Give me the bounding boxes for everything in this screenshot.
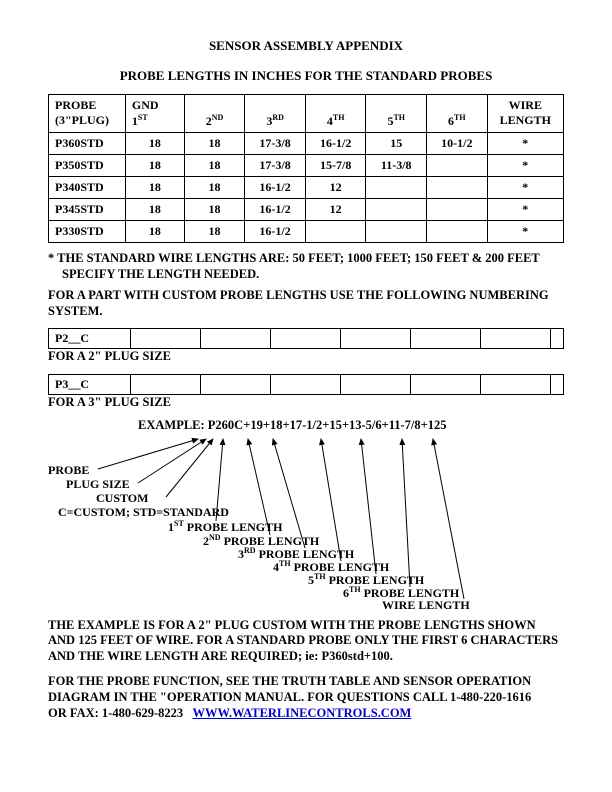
table-cell: * bbox=[487, 133, 563, 155]
table-cell: 18 bbox=[125, 133, 184, 155]
table-cell: 16-1/2 bbox=[305, 133, 366, 155]
table-cell: P350STD bbox=[49, 155, 126, 177]
th-2: 2ND bbox=[206, 114, 224, 128]
label-plugsize: PLUG SIZE bbox=[66, 477, 130, 492]
page-title: SENSOR ASSEMBLY APPENDIX bbox=[48, 38, 564, 54]
th-wire2: LENGTH bbox=[500, 113, 551, 127]
table-cell bbox=[305, 221, 366, 243]
th-wire1: WIRE bbox=[509, 98, 542, 112]
table-cell: 10-1/2 bbox=[427, 133, 488, 155]
probe-table: PROBE(3"PLUG) GND 1ST 2ND 3RD 4TH 5TH 6TH… bbox=[48, 94, 564, 243]
table-cell: 18 bbox=[184, 221, 245, 243]
table-cell: P330STD bbox=[49, 221, 126, 243]
p2c-cell: P2__C bbox=[49, 328, 131, 348]
table-cell: 17-3/8 bbox=[245, 155, 306, 177]
table-row: P360STD181817-3/816-1/21510-1/2* bbox=[49, 133, 564, 155]
th-6: 6TH bbox=[448, 114, 466, 128]
p3c-caption: FOR A 3" PLUG SIZE bbox=[48, 395, 564, 410]
table-cell: P345STD bbox=[49, 199, 126, 221]
th-gnd: GND bbox=[132, 98, 159, 112]
table-row: P350STD181817-3/815-7/811-3/8* bbox=[49, 155, 564, 177]
table-cell: 18 bbox=[125, 221, 184, 243]
arrow-diagram bbox=[48, 433, 564, 618]
p3c-cell: P3__C bbox=[49, 374, 131, 394]
p2c-table: P2__C bbox=[48, 328, 564, 349]
table-cell: * bbox=[487, 155, 563, 177]
table-cell: 18 bbox=[184, 199, 245, 221]
th-probe: PROBE bbox=[55, 98, 96, 112]
table-cell bbox=[366, 221, 427, 243]
label-wire: WIRE LENGTH bbox=[382, 598, 470, 613]
table-row: P340STD181816-1/212* bbox=[49, 177, 564, 199]
note-wire-lengths: * THE STANDARD WIRE LENGTHS ARE: 50 FEET… bbox=[48, 251, 564, 282]
table-cell: 12 bbox=[305, 199, 366, 221]
para-footer: FOR THE PROBE FUNCTION, SEE THE TRUTH TA… bbox=[48, 674, 564, 721]
table-cell: P360STD bbox=[49, 133, 126, 155]
table-cell: 18 bbox=[125, 177, 184, 199]
table-cell: * bbox=[487, 221, 563, 243]
table-cell bbox=[366, 177, 427, 199]
table-cell: 16-1/2 bbox=[245, 221, 306, 243]
th-5: 5TH bbox=[387, 114, 405, 128]
th-4: 4TH bbox=[327, 114, 345, 128]
table-cell: 18 bbox=[184, 177, 245, 199]
th-1: 1ST bbox=[132, 114, 148, 128]
table-cell: 18 bbox=[125, 199, 184, 221]
table-row: P330STD181816-1/2* bbox=[49, 221, 564, 243]
table-cell: * bbox=[487, 199, 563, 221]
th-3: 3RD bbox=[266, 114, 284, 128]
table-cell: 18 bbox=[184, 133, 245, 155]
example-line: EXAMPLE: P260C+19+18+17-1/2+15+13-5/6+11… bbox=[138, 418, 564, 433]
waterline-link[interactable]: WWW.WATERLINECONTROLS.COM bbox=[193, 706, 412, 720]
table-cell: 11-3/8 bbox=[366, 155, 427, 177]
table-cell: 15-7/8 bbox=[305, 155, 366, 177]
table-header-row: PROBE(3"PLUG) GND 1ST 2ND 3RD 4TH 5TH 6TH… bbox=[49, 95, 564, 133]
table-cell: 18 bbox=[125, 155, 184, 177]
table-cell: 17-3/8 bbox=[245, 133, 306, 155]
th-plug: (3"PLUG) bbox=[55, 113, 109, 127]
table-cell: 16-1/2 bbox=[245, 177, 306, 199]
table-cell: 18 bbox=[184, 155, 245, 177]
table-cell bbox=[427, 199, 488, 221]
table-cell: * bbox=[487, 177, 563, 199]
page-subtitle: PROBE LENGTHS IN INCHES FOR THE STANDARD… bbox=[48, 68, 564, 84]
diagram-area: PROBE PLUG SIZE CUSTOM C=CUSTOM; STD=STA… bbox=[48, 433, 564, 618]
note-custom: FOR A PART WITH CUSTOM PROBE LENGTHS USE… bbox=[48, 288, 564, 319]
table-row: P345STD181816-1/212* bbox=[49, 199, 564, 221]
label-custom: CUSTOM bbox=[96, 491, 148, 506]
table-cell: 16-1/2 bbox=[245, 199, 306, 221]
table-cell bbox=[427, 155, 488, 177]
label-probe: PROBE bbox=[48, 463, 89, 478]
label-customstd: C=CUSTOM; STD=STANDARD bbox=[58, 505, 229, 520]
table-cell bbox=[427, 177, 488, 199]
table-cell: 15 bbox=[366, 133, 427, 155]
p2c-caption: FOR A 2" PLUG SIZE bbox=[48, 349, 564, 364]
table-cell: P340STD bbox=[49, 177, 126, 199]
table-cell: 12 bbox=[305, 177, 366, 199]
p3c-table: P3__C bbox=[48, 374, 564, 395]
table-cell bbox=[366, 199, 427, 221]
para-example-desc: THE EXAMPLE IS FOR A 2" PLUG CUSTOM WITH… bbox=[48, 618, 564, 665]
table-cell bbox=[427, 221, 488, 243]
